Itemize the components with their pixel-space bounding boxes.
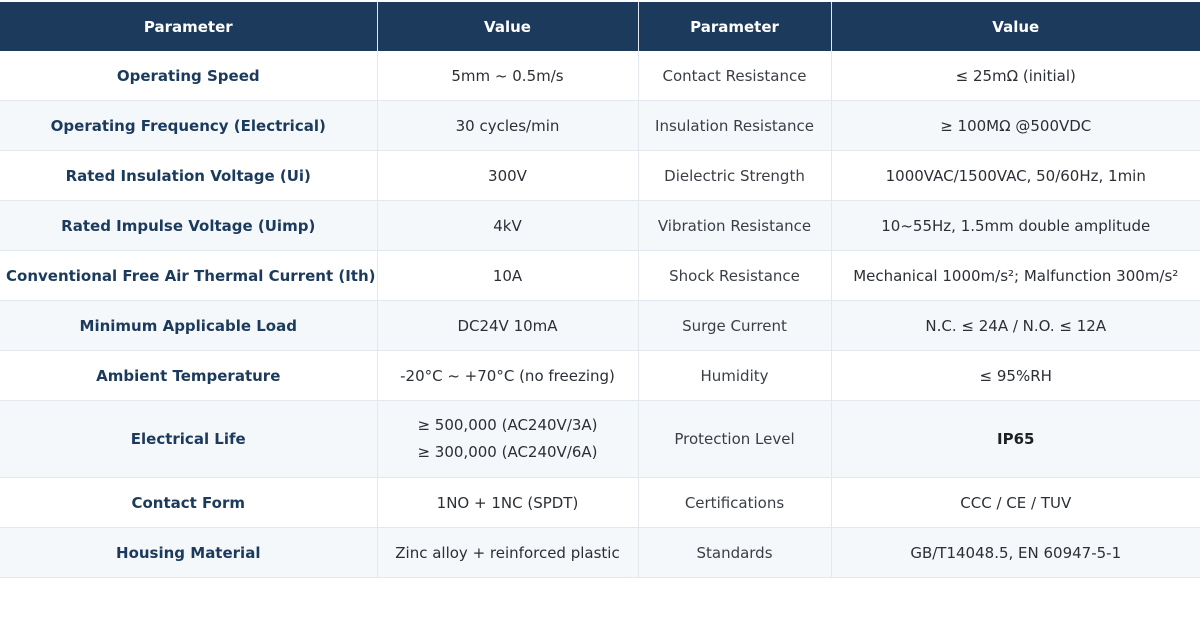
parameter-cell: Standards [638, 527, 832, 578]
table-row: Electrical Life ≥ 500,000 (AC240V/3A) ≥ … [0, 400, 1200, 478]
value-cell: Mechanical 1000m/s²; Malfunction 300m/s² [831, 250, 1200, 301]
parameter-cell: Humidity [638, 350, 832, 401]
value-cell: Zinc alloy + reinforced plastic [377, 527, 639, 578]
table-body: Operating Speed 5mm ~ 0.5m/s Contact Res… [0, 51, 1200, 578]
parameter-cell: Housing Material [0, 527, 378, 578]
value-line: ≥ 500,000 (AC240V/3A) [417, 416, 598, 434]
value-cell: 30 cycles/min [377, 100, 639, 151]
table-row: Ambient Temperature -20°C ~ +70°C (no fr… [0, 350, 1200, 401]
value-cell: ≤ 95%RH [831, 350, 1200, 401]
value-cell: DC24V 10mA [377, 300, 639, 351]
table-row: Housing Material Zinc alloy + reinforced… [0, 527, 1200, 578]
value-cell: 1NO + 1NC (SPDT) [377, 477, 639, 528]
value-line: ≥ 300,000 (AC240V/6A) [417, 443, 598, 461]
parameter-cell: Conventional Free Air Thermal Current (I… [0, 250, 378, 301]
parameter-cell: Surge Current [638, 300, 832, 351]
value-cell: 4kV [377, 200, 639, 251]
value-cell: CCC / CE / TUV [831, 477, 1200, 528]
parameter-cell: Rated Insulation Voltage (Ui) [0, 150, 378, 201]
table-row: Conventional Free Air Thermal Current (I… [0, 250, 1200, 301]
value-cell: 1000VAC/1500VAC, 50/60Hz, 1min [831, 150, 1200, 201]
value-cell: N.C. ≤ 24A / N.O. ≤ 12A [831, 300, 1200, 351]
parameter-cell: Operating Speed [0, 51, 378, 101]
header-row: Parameter Value Parameter Value [0, 2, 1200, 51]
value-cell: 10~55Hz, 1.5mm double amplitude [831, 200, 1200, 251]
value-cell: IP65 [831, 400, 1200, 478]
parameter-cell: Vibration Resistance [638, 200, 832, 251]
table-row: Contact Form 1NO + 1NC (SPDT) Certificat… [0, 477, 1200, 528]
parameter-cell: Ambient Temperature [0, 350, 378, 401]
value-cell: 5mm ~ 0.5m/s [377, 51, 639, 101]
parameter-cell: Insulation Resistance [638, 100, 832, 151]
table-row: Minimum Applicable Load DC24V 10mA Surge… [0, 300, 1200, 351]
value-cell: ≤ 25mΩ (initial) [831, 51, 1200, 101]
table-header: Parameter Value Parameter Value [0, 2, 1200, 51]
header-parameter-2: Parameter [638, 2, 832, 51]
value-cell: 300V [377, 150, 639, 201]
parameter-cell: Rated Impulse Voltage (Uimp) [0, 200, 378, 251]
table-row: Operating Speed 5mm ~ 0.5m/s Contact Res… [0, 51, 1200, 101]
parameter-cell: Contact Resistance [638, 51, 832, 101]
value-cell: -20°C ~ +70°C (no freezing) [377, 350, 639, 401]
header-parameter-1: Parameter [0, 2, 378, 51]
table-row: Rated Impulse Voltage (Uimp) 4kV Vibrati… [0, 200, 1200, 251]
header-value-1: Value [377, 2, 639, 51]
parameter-cell: Operating Frequency (Electrical) [0, 100, 378, 151]
value-cell: ≥ 100MΩ @500VDC [831, 100, 1200, 151]
parameter-cell: Protection Level [638, 400, 832, 478]
parameter-cell: Shock Resistance [638, 250, 832, 301]
header-value-2: Value [831, 2, 1200, 51]
value-cell: 10A [377, 250, 639, 301]
spec-table: Parameter Value Parameter Value Operatin… [0, 2, 1200, 578]
parameter-cell: Minimum Applicable Load [0, 300, 378, 351]
parameter-cell: Contact Form [0, 477, 378, 528]
value-cell: ≥ 500,000 (AC240V/3A) ≥ 300,000 (AC240V/… [377, 400, 639, 478]
table-row: Operating Frequency (Electrical) 30 cycl… [0, 100, 1200, 151]
parameter-cell: Dielectric Strength [638, 150, 832, 201]
table-row: Rated Insulation Voltage (Ui) 300V Diele… [0, 150, 1200, 201]
parameter-cell: Certifications [638, 477, 832, 528]
value-cell: GB/T14048.5, EN 60947-5-1 [831, 527, 1200, 578]
parameter-cell: Electrical Life [0, 400, 378, 478]
